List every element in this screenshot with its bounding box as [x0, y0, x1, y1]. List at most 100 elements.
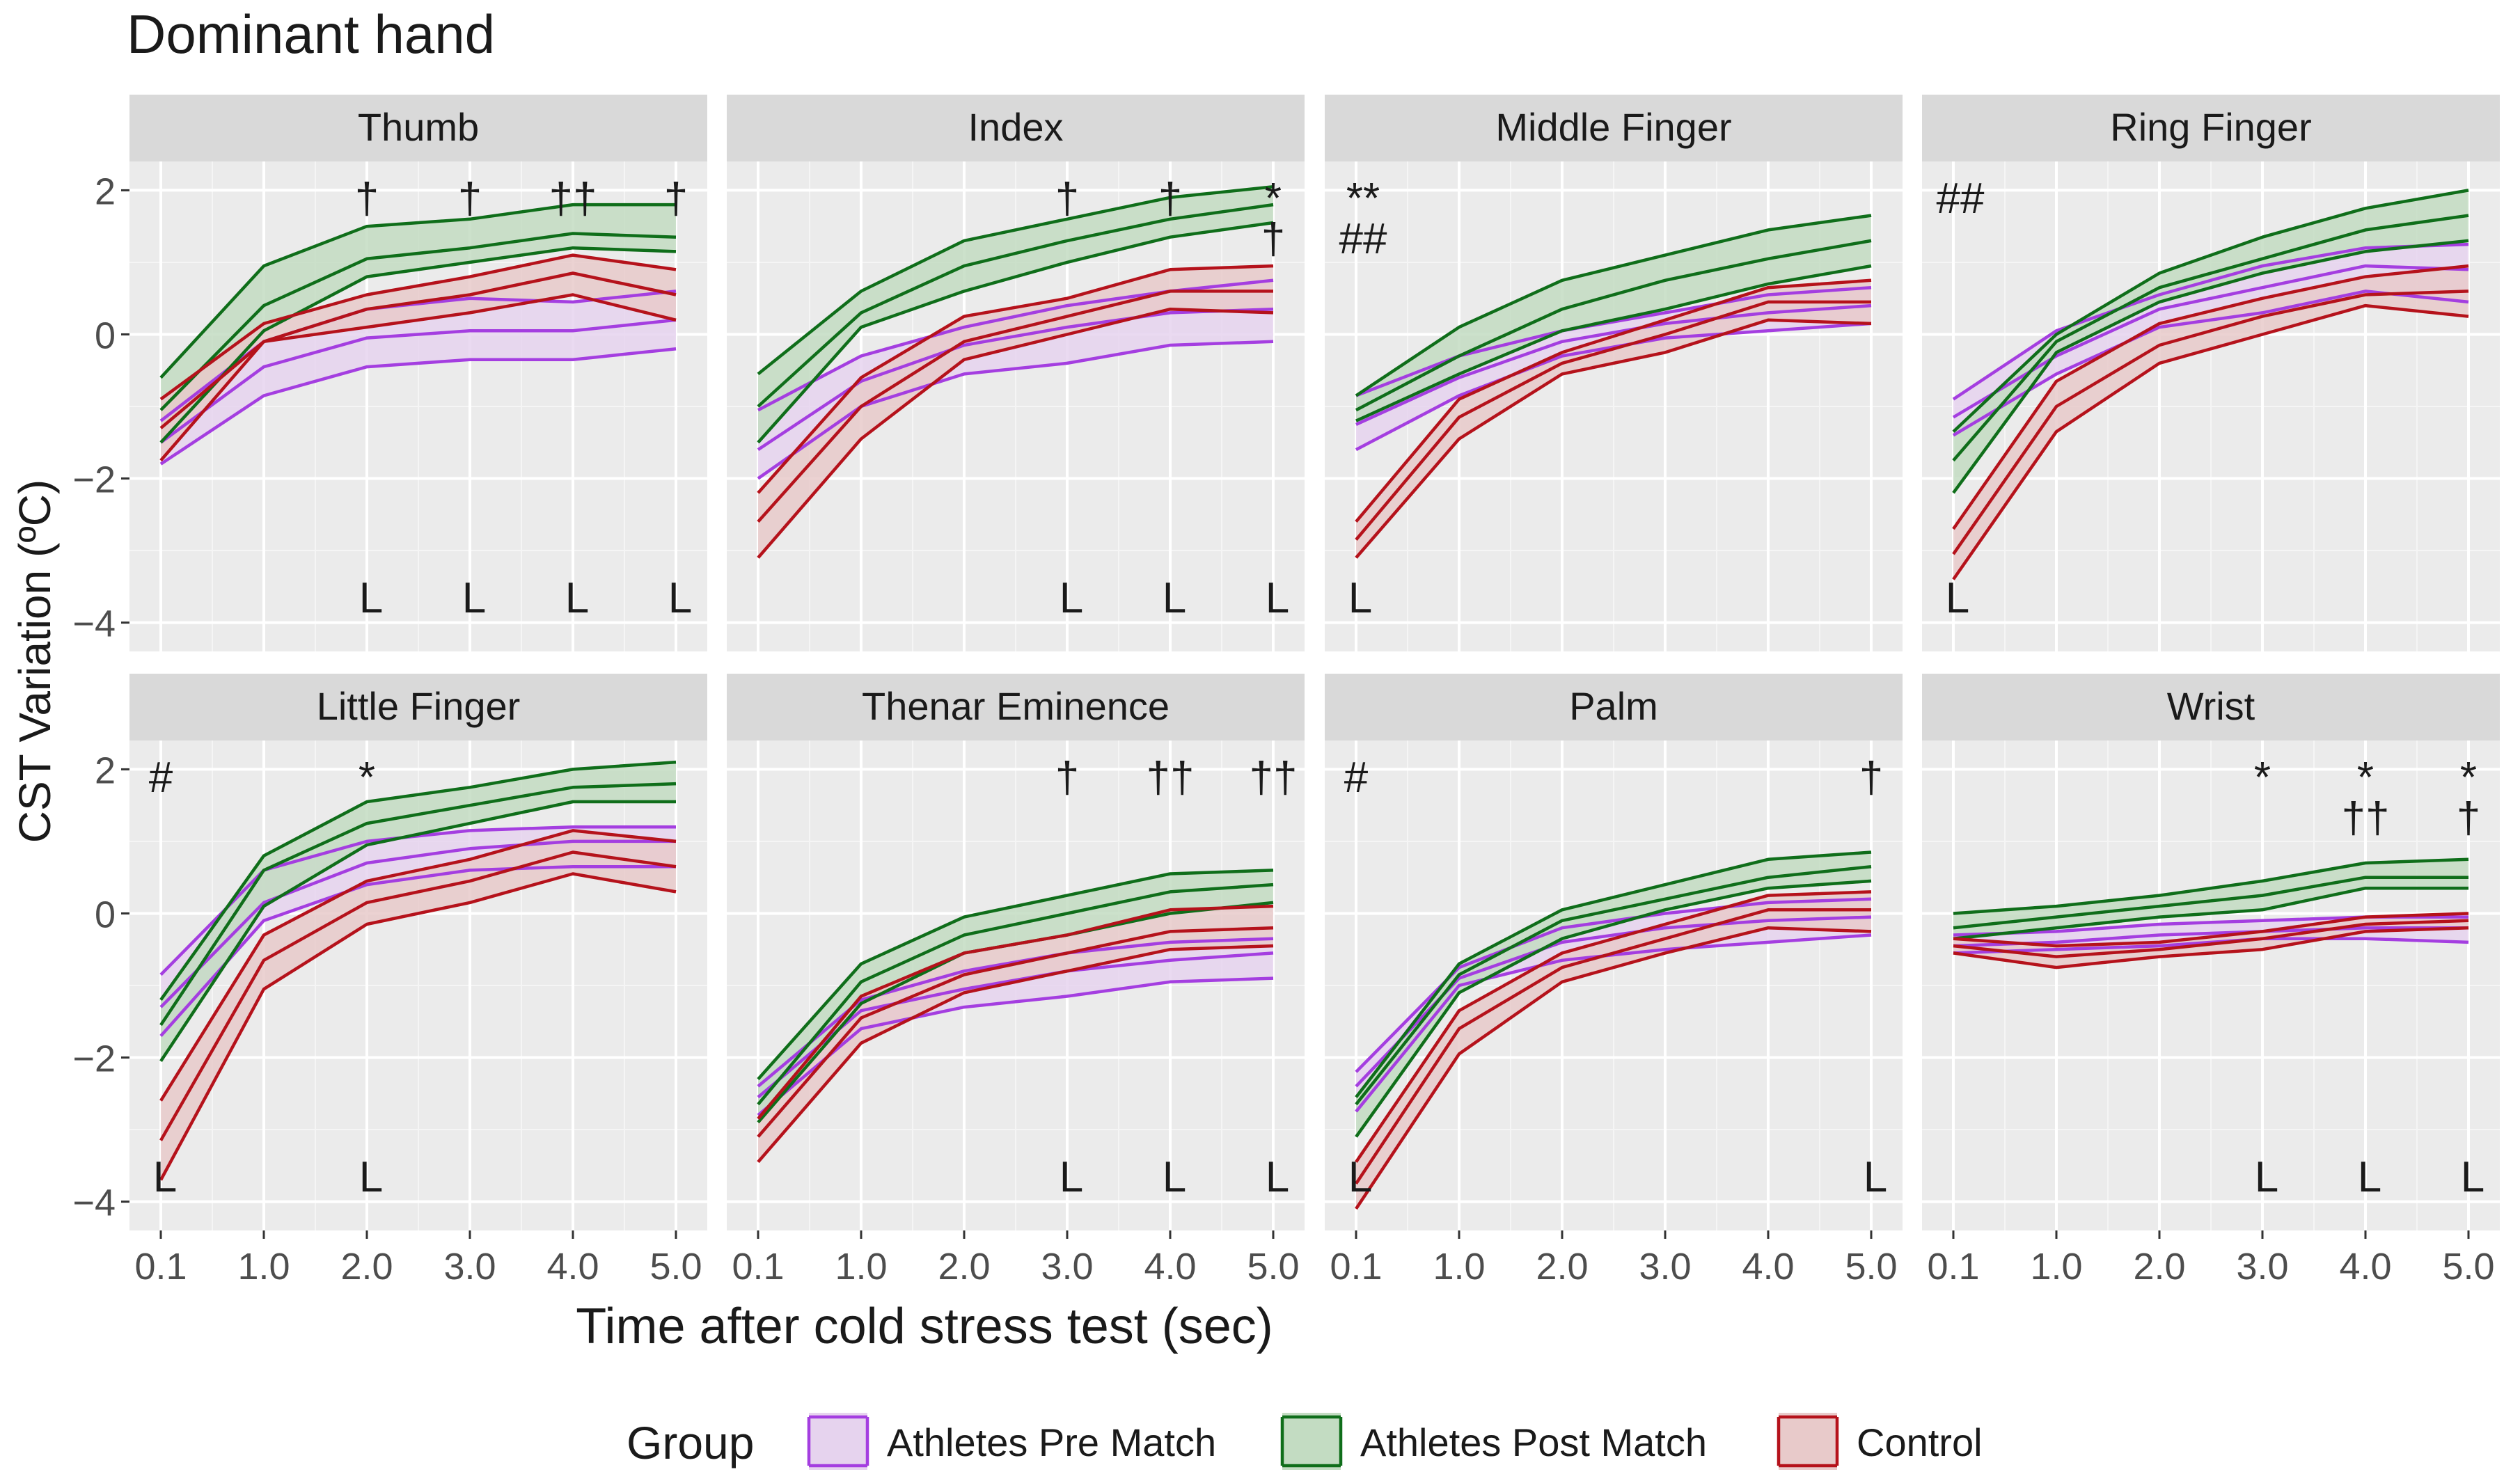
significance-annotation: L — [1060, 1153, 1083, 1201]
significance-annotation: L — [1864, 1153, 1887, 1201]
line-control-lower — [1953, 926, 2469, 969]
facet-label: Wrist — [2167, 684, 2255, 728]
significance-annotation: † — [664, 175, 688, 223]
x-tick-label: 5.0 — [649, 1246, 702, 1288]
line-athletes-pre-match-mean — [1952, 264, 2469, 419]
line-athletes-pre-match-lower — [757, 976, 1274, 1117]
facet-strip — [129, 674, 707, 740]
ribbon-athletes-pre-match — [758, 280, 1273, 479]
line-athletes-post-match-upper — [1953, 857, 2469, 915]
significance-annotation: L — [565, 574, 589, 622]
line-athletes-post-match-mean — [159, 232, 677, 411]
line-athletes-post-match-mean — [1953, 876, 2468, 930]
legend-item-athletes-post-match: Athletes Post Match — [1280, 1413, 1707, 1470]
x-tick-label: 2.0 — [1536, 1246, 1588, 1288]
significance-annotation: † — [1055, 175, 1079, 223]
facet-strip — [1325, 95, 1903, 161]
line-control-upper — [1953, 912, 2469, 948]
line-athletes-post-match-upper — [159, 203, 676, 379]
x-tick-label: 5.0 — [1845, 1246, 1897, 1288]
x-tick-label: 0.1 — [134, 1246, 187, 1288]
line-control-mean — [1953, 919, 2469, 958]
facet-label: Thenar Eminence — [862, 684, 1170, 728]
ribbon-control — [758, 906, 1273, 1162]
line-athletes-pre-match-lower — [1355, 933, 1872, 1113]
panel-thumb: Thumb† † †† †L L L L−4−202 — [72, 95, 707, 651]
line-athletes-pre-match-upper — [1952, 242, 2469, 401]
line-athletes-post-match-lower — [1355, 264, 1872, 422]
line-control-upper — [159, 253, 677, 401]
line-athletes-post-match-mean — [1355, 864, 1872, 1106]
line-athletes-post-match-mean — [1355, 239, 1872, 412]
significance-annotation: † — [1055, 754, 1079, 802]
significance-annotation: † — [1261, 215, 1285, 263]
significance-annotation: †† — [2342, 794, 2390, 842]
line-athletes-post-match-lower — [1952, 239, 2469, 494]
panel-index: Index† † *†L L L — [727, 95, 1305, 651]
y-axis-title: CST Variation (ºC) — [10, 480, 60, 843]
line-athletes-post-match-lower — [1953, 886, 2468, 940]
x-tick-label: 5.0 — [1247, 1246, 1299, 1288]
line-control-lower — [1355, 318, 1872, 559]
significance-annotation: †† — [1147, 754, 1195, 802]
significance-annotation: †† — [1250, 754, 1298, 802]
x-tick-label: 3.0 — [443, 1246, 496, 1288]
x-tick-label: 4.0 — [1144, 1246, 1196, 1288]
line-control-mean — [159, 850, 677, 1141]
x-tick-label: 0.1 — [1330, 1246, 1382, 1288]
legend: Group Athletes Pre Match Athletes Post Ma… — [627, 1413, 1983, 1470]
x-tick-label: 1.0 — [237, 1246, 290, 1288]
significance-annotation: †† — [549, 175, 597, 223]
facet-label: Middle Finger — [1495, 105, 1731, 149]
x-tick-label: 2.0 — [938, 1246, 990, 1288]
significance-annotation: † — [2457, 794, 2480, 842]
legend-item-athletes-pre-match: Athletes Pre Match — [807, 1413, 1216, 1470]
x-tick-label: 3.0 — [1041, 1246, 1093, 1288]
line-control-lower — [1355, 926, 1872, 1210]
x-tick-label: 3.0 — [1639, 1246, 1691, 1288]
line-athletes-post-match-upper — [1952, 189, 2469, 433]
facet-label: Ring Finger — [2110, 105, 2311, 149]
panel-middle-finger: Middle Finger **## L — [1325, 95, 1903, 651]
line-control-lower — [159, 293, 677, 462]
ribbon-control — [161, 255, 676, 461]
facet-strip — [129, 95, 707, 161]
line-athletes-post-match-mean — [757, 203, 1274, 408]
significance-annotation: ** — [1346, 175, 1380, 223]
significance-annotation: L — [1266, 574, 1289, 622]
significance-annotation: L — [668, 574, 692, 622]
line-control-mean — [1355, 300, 1871, 541]
significance-annotation: L — [1266, 1153, 1289, 1201]
line-athletes-pre-match-mean — [159, 839, 676, 1008]
x-tick-label: 1.0 — [1433, 1246, 1485, 1288]
significance-annotation: L — [1060, 574, 1083, 622]
y-tick-label: 0 — [95, 894, 116, 935]
ribbon-athletes-post-match — [1953, 859, 2468, 939]
line-athletes-post-match-lower — [757, 221, 1274, 444]
legend-label: Athletes Post Match — [1360, 1420, 1707, 1464]
line-athletes-post-match-upper — [159, 760, 677, 1001]
significance-annotation: * — [2460, 754, 2477, 802]
line-control-lower — [159, 872, 677, 1181]
x-tick-label: 0.1 — [732, 1246, 784, 1288]
facet-label: Little Finger — [317, 684, 521, 728]
significance-annotation: * — [359, 754, 375, 802]
line-control-upper — [159, 829, 677, 1102]
x-tick-label: 2.0 — [2133, 1246, 2185, 1288]
panel-thenar-eminence: Thenar Eminence† †† ††L L L0.1 1.0 2.0 3.0 4.0 5.… — [727, 674, 1305, 1288]
line-control-upper — [757, 904, 1274, 1120]
line-athletes-pre-match-lower — [159, 864, 676, 1037]
facet-strip — [727, 95, 1305, 161]
legend-key-fill — [1779, 1413, 1837, 1470]
line-control-lower — [1952, 303, 2469, 580]
facet-label: Palm — [1569, 684, 1658, 728]
line-athletes-pre-match-mean — [757, 307, 1274, 451]
x-tick-label: 5.0 — [2442, 1246, 2494, 1288]
significance-annotation: L — [2358, 1153, 2381, 1201]
line-control-upper — [1355, 278, 1872, 523]
line-athletes-pre-match-lower — [1953, 937, 2469, 955]
significance-annotation: # — [149, 754, 173, 802]
line-athletes-pre-match-mean — [1953, 926, 2468, 948]
legend-label: Athletes Pre Match — [887, 1420, 1216, 1464]
